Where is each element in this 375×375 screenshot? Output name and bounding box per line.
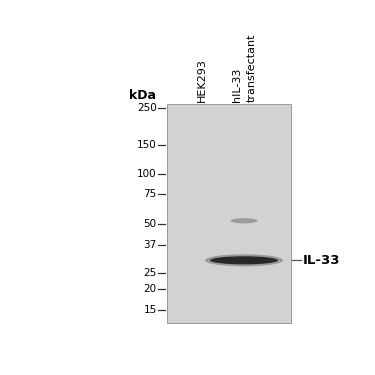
Ellipse shape [205,254,283,266]
Text: transfectant: transfectant [246,33,256,102]
Bar [168,104,291,323]
Text: IL-33: IL-33 [303,254,340,267]
Text: 100: 100 [137,169,157,179]
Text: 15: 15 [144,305,157,315]
Text: hIL-33: hIL-33 [232,68,242,102]
Ellipse shape [231,218,258,223]
Text: 150: 150 [137,140,157,150]
Text: 37: 37 [144,240,157,250]
Text: 250: 250 [137,103,157,113]
Text: 75: 75 [144,189,157,200]
Text: kDa: kDa [129,89,156,102]
Text: 20: 20 [144,285,157,294]
Text: 50: 50 [144,219,157,229]
Ellipse shape [210,256,278,264]
Text: HEK293: HEK293 [197,58,207,102]
Text: 25: 25 [144,268,157,279]
